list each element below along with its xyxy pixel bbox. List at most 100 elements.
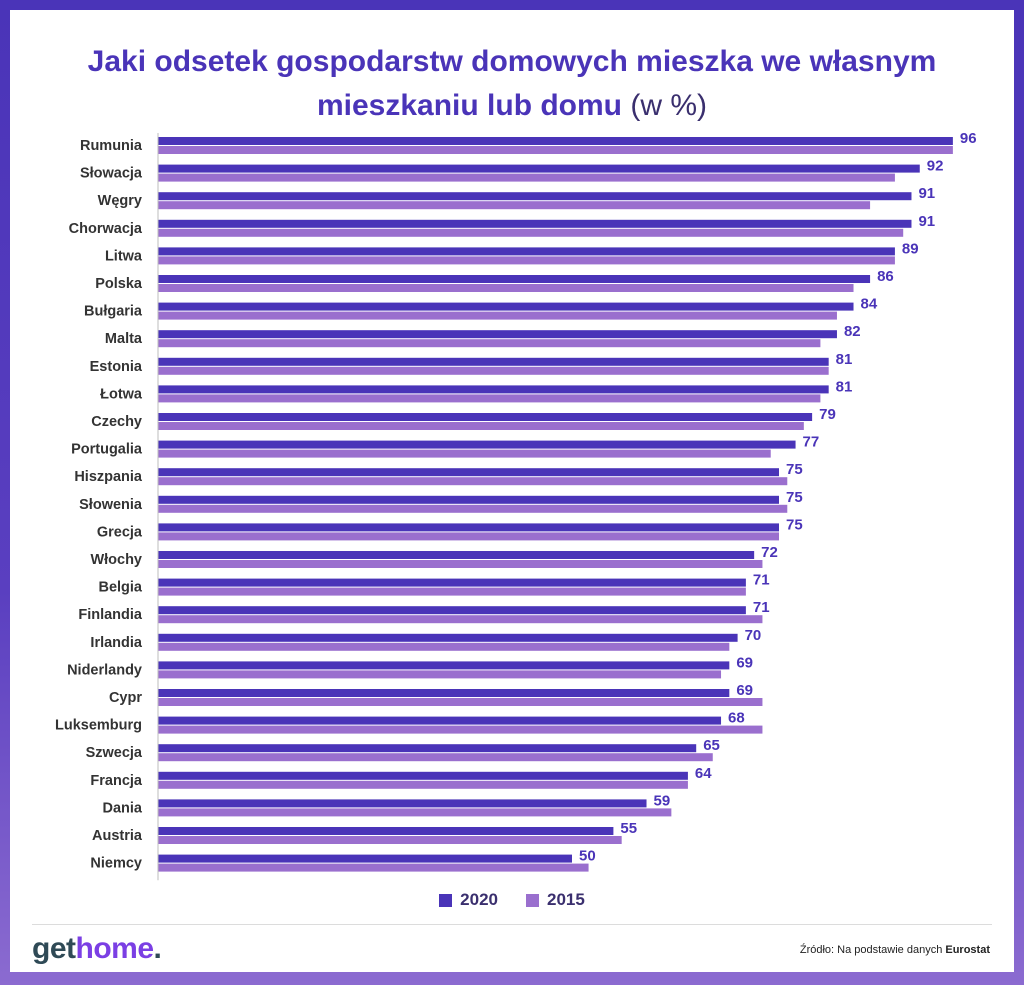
category-label-cat-15: Włochy [90, 552, 142, 568]
bar-2020-cat-23 [158, 771, 688, 780]
bar-2020-cat-20 [158, 689, 730, 697]
bar-2015-cat-11 [158, 449, 771, 458]
bar-2020-cat-18 [158, 633, 738, 642]
value-label-2020-cat-5: 86 [877, 268, 894, 285]
bar-2020-cat-8 [158, 357, 829, 366]
value-label-2020-cat-26: 50 [579, 848, 596, 865]
bar-2015-cat-19 [158, 670, 722, 679]
bar-2015-cat-20 [158, 698, 763, 706]
legend-item-2015: 2015 [526, 890, 585, 910]
bar-2015-cat-18 [158, 642, 730, 651]
value-label-2020-cat-17: 71 [753, 599, 770, 616]
bar-2020-cat-13 [158, 495, 779, 504]
logo-part-get: get [32, 932, 76, 965]
bar-2020-cat-22 [158, 744, 697, 753]
logo-part-dot: . [153, 932, 162, 965]
value-label-2020-cat-20: 69 [736, 682, 753, 699]
value-label-2020-cat-9: 81 [836, 378, 853, 395]
bar-2015-cat-26 [158, 863, 589, 872]
bar-2020-cat-0 [158, 137, 953, 145]
bar-2015-cat-7 [158, 339, 821, 348]
bar-2020-cat-5 [158, 275, 871, 283]
bar-2015-cat-6 [158, 311, 837, 320]
value-label-2020-cat-21: 68 [728, 710, 745, 727]
bar-2020-cat-15 [158, 551, 755, 559]
category-label-cat-18: Irlandia [90, 635, 143, 651]
logo-part-home: home [75, 932, 155, 965]
bar-2020-cat-9 [158, 385, 829, 394]
bar-2020-cat-11 [158, 440, 796, 449]
value-label-2020-cat-6: 84 [861, 296, 878, 313]
category-label-cat-19: Niderlandy [67, 662, 142, 678]
category-label-cat-14: Grecja [97, 524, 143, 540]
bar-2015-cat-25 [158, 836, 622, 844]
value-label-2020-cat-11: 77 [803, 434, 820, 451]
category-label-cat-13: Słowenia [79, 497, 143, 513]
category-label-cat-16: Belgia [98, 580, 142, 596]
bar-2015-cat-24 [158, 808, 672, 817]
value-label-2020-cat-1: 92 [927, 158, 944, 175]
legend-swatch-2015 [526, 893, 539, 907]
chart-title: Jaki odsetek gospodarstw domowych mieszk… [10, 40, 1014, 128]
category-label-cat-17: Finlandia [78, 607, 143, 623]
bar-2015-cat-10 [158, 422, 804, 430]
legend: 2020 2015 [10, 890, 1014, 910]
bar-2020-cat-3 [158, 219, 912, 228]
bar-2015-cat-4 [158, 256, 895, 265]
bar-2015-cat-12 [158, 477, 788, 486]
bar-2020-cat-1 [158, 164, 920, 173]
bar-2015-cat-21 [158, 725, 763, 734]
bar-2015-cat-9 [158, 394, 821, 403]
category-label-cat-1: Słowacja [80, 166, 143, 182]
bar-2020-cat-7 [158, 330, 837, 339]
value-label-2020-cat-25: 55 [620, 820, 637, 837]
bar-2020-cat-17 [158, 606, 746, 615]
value-label-2020-cat-0: 96 [960, 130, 977, 147]
bar-chart: Rumunia 96 Słowacja 92 Węgry 91 Chorwacja 91 Lit… [55, 130, 977, 881]
title-unit: (w %) [630, 89, 708, 122]
bar-2020-cat-16 [158, 578, 746, 587]
category-label-cat-9: Łotwa [100, 386, 143, 402]
bar-2020-cat-6 [158, 302, 854, 311]
value-label-2020-cat-24: 59 [654, 792, 671, 809]
value-label-2020-cat-12: 75 [786, 461, 803, 478]
bar-2015-cat-23 [158, 780, 688, 789]
value-label-2020-cat-7: 82 [844, 323, 861, 340]
category-label-cat-8: Estonia [90, 359, 143, 375]
bar-2015-cat-14 [158, 532, 779, 541]
bar-2020-cat-25 [158, 827, 614, 835]
value-label-2020-cat-2: 91 [918, 185, 935, 202]
legend-swatch-2020 [439, 893, 453, 907]
value-label-2020-cat-18: 70 [745, 627, 762, 644]
bar-2020-cat-26 [158, 854, 572, 863]
bar-2015-cat-0 [158, 146, 953, 154]
bar-2015-cat-15 [158, 560, 763, 568]
bar-2020-cat-12 [158, 468, 779, 477]
bar-2015-cat-1 [158, 173, 895, 182]
category-label-cat-4: Litwa [105, 248, 143, 264]
bar-2015-cat-8 [158, 366, 829, 375]
bar-2015-cat-3 [158, 228, 904, 237]
bar-2020-cat-21 [158, 716, 722, 725]
title-main: Jaki odsetek gospodarstw domowych mieszk… [87, 45, 937, 122]
value-label-2020-cat-16: 71 [753, 572, 770, 589]
legend-label-2020: 2020 [460, 890, 498, 909]
category-label-cat-24: Dania [103, 800, 143, 816]
category-label-cat-26: Niemcy [90, 856, 142, 872]
value-label-2020-cat-22: 65 [703, 737, 720, 754]
value-label-2020-cat-23: 64 [695, 765, 712, 782]
category-label-cat-2: Węgry [98, 193, 142, 209]
category-label-cat-23: Francja [90, 773, 143, 789]
footer-divider [32, 924, 992, 925]
value-label-2020-cat-10: 79 [819, 406, 836, 423]
bar-2015-cat-5 [158, 284, 854, 292]
category-label-cat-0: Rumunia [80, 138, 143, 154]
value-label-2020-cat-3: 91 [918, 213, 935, 230]
bar-2015-cat-17 [158, 615, 763, 624]
category-label-cat-22: Szwecja [86, 745, 143, 761]
category-label-cat-6: Bułgaria [84, 304, 143, 320]
gethome-logo: gethome. [32, 932, 162, 966]
category-label-cat-21: Luksemburg [55, 718, 142, 734]
category-label-cat-12: Hiszpania [74, 469, 143, 485]
legend-label-2015: 2015 [547, 890, 585, 909]
